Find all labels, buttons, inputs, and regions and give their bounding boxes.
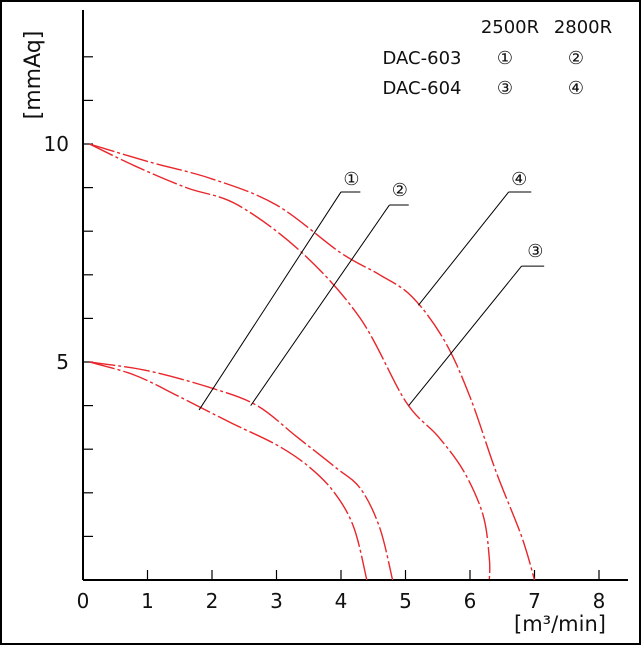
callout-leader-2 [250, 204, 390, 406]
x-tick-label-0: 0 [77, 589, 90, 613]
callout-leader-1 [198, 191, 342, 411]
legend-marker-4: ④ [568, 78, 584, 99]
x-tick-label-2: 2 [206, 589, 219, 613]
y-tick-label-5: 5 [56, 350, 69, 374]
callout-label-1: ① [343, 169, 359, 190]
legend: 2500R 2800R DAC-603 ① ② DAC-604 ③ ④ [383, 17, 613, 99]
callout-leader-4 [408, 265, 522, 406]
legend-marker-3: ③ [497, 78, 513, 99]
curve-series-4 [89, 143, 536, 581]
curve-group [89, 143, 536, 581]
legend-marker-2: ② [568, 48, 584, 69]
x-axis-label: [m³/min] [514, 612, 606, 636]
y-tick-label-10: 10 [44, 132, 69, 156]
legend-model-dac604: DAC-604 [383, 78, 462, 99]
y-axis-label: [mmAq] [21, 31, 46, 120]
x-axis-ticks: 0 1 2 3 4 5 6 7 8 [77, 570, 606, 613]
callout-label-3: ④ [511, 169, 527, 190]
legend-header-2800r: 2800R [554, 17, 612, 38]
callout-group: ① ② ④ ③ [198, 169, 545, 411]
x-tick-label-1: 1 [141, 589, 154, 613]
curve-series-3 [89, 143, 491, 581]
x-tick-label-4: 4 [335, 589, 348, 613]
callout-label-2: ② [392, 180, 408, 201]
curve-series-2 [89, 361, 394, 581]
x-tick-label-6: 6 [464, 589, 477, 613]
plot-axes [82, 10, 628, 581]
y-axis-ticks: 5 10 [44, 56, 93, 538]
x-tick-label-8: 8 [593, 589, 606, 613]
legend-header-2500r: 2500R [481, 17, 539, 38]
callout-leader-3 [418, 191, 510, 306]
curve-series-1 [89, 361, 368, 581]
x-tick-label-3: 3 [270, 589, 283, 613]
x-tick-label-7: 7 [528, 589, 541, 613]
x-tick-label-5: 5 [399, 589, 412, 613]
callout-label-4: ③ [527, 241, 543, 262]
legend-model-dac603: DAC-603 [383, 48, 462, 69]
legend-marker-1: ① [497, 48, 513, 69]
